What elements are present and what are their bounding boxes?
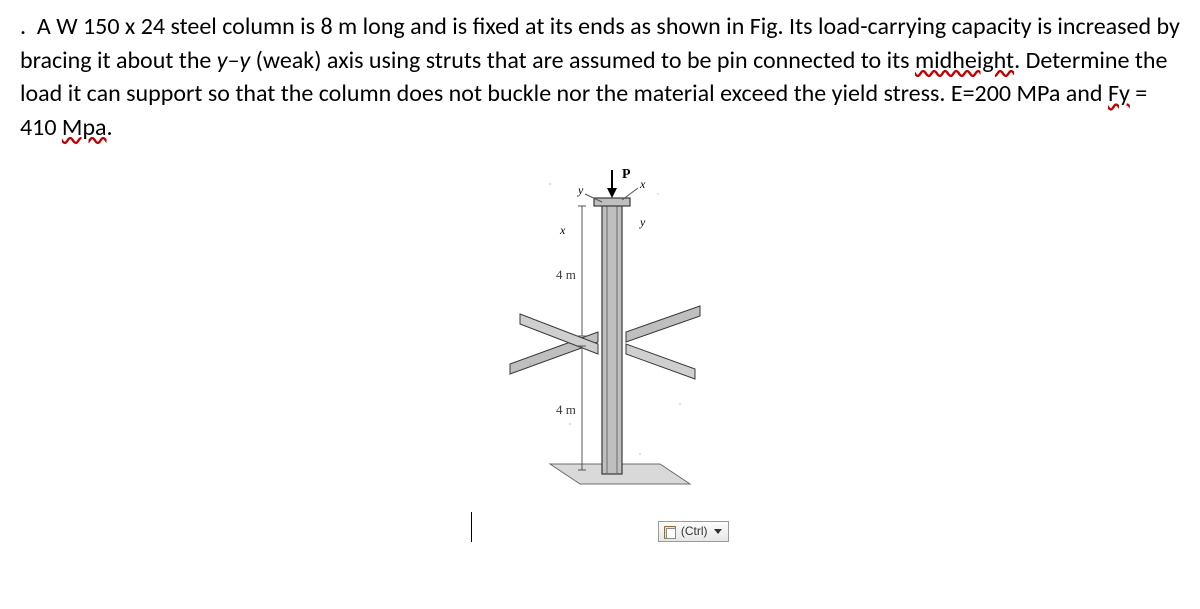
below-figure-row: (Ctrl): [20, 508, 1180, 542]
axis-y-left: y: [577, 183, 584, 197]
axis-x-left: x: [559, 223, 566, 237]
tail-dot: .: [107, 113, 113, 142]
axis-x-right: x: [639, 177, 646, 191]
problem-paragraph: . A W 150 x 24 steel column is 8 m long …: [20, 10, 1180, 144]
axis-y-right: y: [639, 215, 646, 229]
lead-dot: .: [20, 12, 26, 41]
load-label: P: [622, 167, 631, 182]
figure-container: P y x x y 4 m 4 m (Ctrl): [20, 164, 1180, 541]
paste-options-button[interactable]: (Ctrl): [658, 521, 729, 542]
spellcheck-fy[interactable]: Fy: [1108, 79, 1130, 108]
chevron-down-icon: [714, 529, 722, 534]
column-figure: P y x x y 4 m 4 m: [490, 164, 710, 494]
spellcheck-midheight[interactable]: midheight: [915, 46, 1014, 75]
clipboard-icon: [663, 524, 677, 538]
text-s1b: (weak) axis using struts that are assume…: [250, 46, 915, 75]
dim-lower: 4 m: [556, 402, 576, 417]
paste-options-label: (Ctrl): [681, 523, 708, 540]
dim-upper: 4 m: [556, 267, 576, 282]
yy-axis-label: y–y: [217, 46, 250, 75]
text-cursor[interactable]: [471, 512, 472, 542]
spellcheck-mpa[interactable]: Mpa: [62, 113, 107, 142]
